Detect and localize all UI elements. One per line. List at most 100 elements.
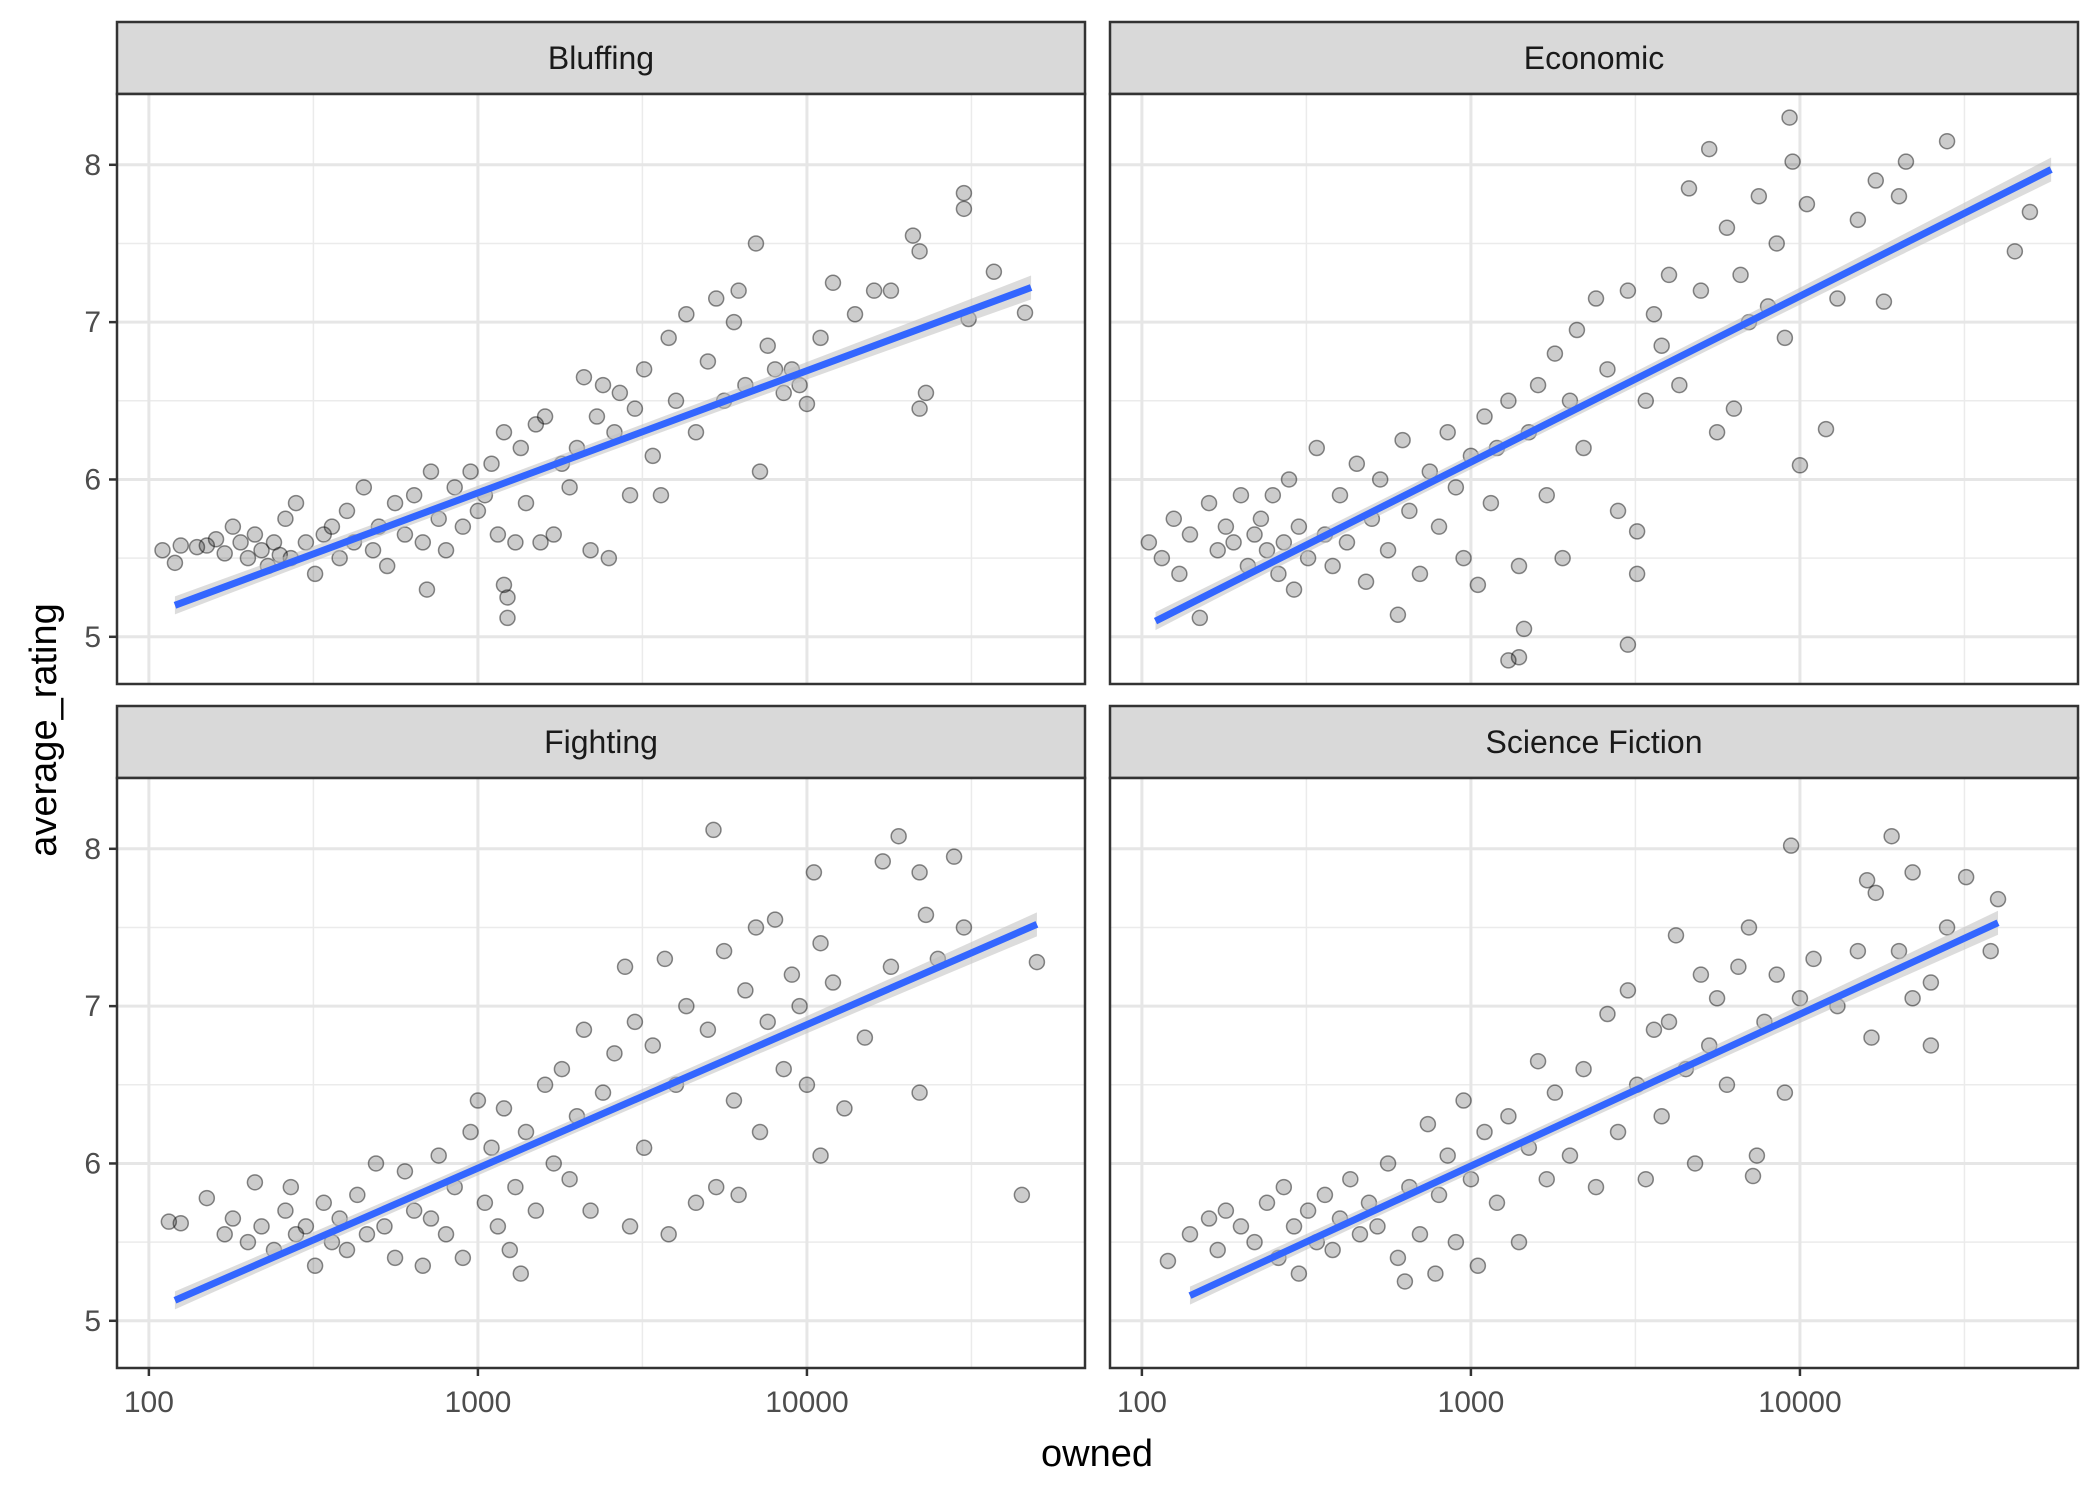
data-point — [2021, 203, 2039, 221]
data-point — [1817, 420, 1835, 438]
data-point — [1538, 486, 1555, 504]
data-point — [1554, 549, 1571, 567]
data-point — [812, 329, 829, 347]
data-point — [315, 526, 333, 543]
data-point — [678, 997, 695, 1015]
data-point — [512, 1265, 530, 1282]
data-point — [418, 581, 436, 598]
data-point — [824, 274, 842, 292]
data-point — [536, 408, 554, 425]
data-point — [172, 537, 190, 554]
data-point — [1989, 890, 2007, 908]
data-point — [160, 1213, 178, 1230]
data-point — [1619, 982, 1637, 999]
data-point — [489, 1218, 507, 1235]
data-point — [644, 447, 662, 465]
facet-strip-label: Fighting — [544, 724, 658, 760]
data-point — [616, 958, 634, 976]
data-point — [172, 1215, 190, 1232]
data-point — [836, 1100, 853, 1117]
data-point — [517, 494, 535, 512]
data-point — [469, 1092, 487, 1109]
data-point — [1686, 1155, 1704, 1172]
data-point — [1316, 1186, 1334, 1204]
data-point — [396, 526, 414, 543]
data-point — [1653, 337, 1670, 354]
data-point — [1619, 636, 1637, 653]
data-point — [495, 1100, 513, 1117]
data-point — [1016, 304, 1034, 321]
data-point — [367, 1155, 385, 1172]
data-point — [846, 306, 864, 323]
plot-background — [1110, 94, 2078, 684]
data-point — [945, 848, 963, 865]
y-tick-label: 7 — [84, 306, 101, 339]
data-point — [1938, 919, 1956, 936]
data-point — [1469, 576, 1487, 594]
data-point — [378, 557, 396, 575]
data-point — [1427, 1265, 1444, 1282]
data-point — [798, 1076, 816, 1094]
data-point — [725, 313, 743, 331]
data-point — [582, 542, 599, 559]
data-point — [759, 337, 776, 354]
data-point — [911, 400, 928, 417]
data-point — [216, 545, 233, 562]
data-point — [635, 361, 653, 378]
data-point — [1140, 534, 1158, 551]
data-point — [1718, 219, 1736, 236]
data-point — [1680, 180, 1698, 197]
data-point — [499, 609, 516, 627]
data-point — [1599, 361, 1616, 378]
data-point — [239, 1233, 257, 1251]
data-point — [1575, 439, 1592, 457]
data-point — [1028, 953, 1046, 971]
data-point — [483, 455, 500, 472]
data-point — [154, 542, 171, 559]
data-point — [1342, 1170, 1359, 1188]
data-point — [527, 416, 545, 433]
data-point — [1637, 1170, 1655, 1188]
data-point — [462, 463, 479, 480]
panel-border — [115, 776, 1087, 1370]
data-point — [1324, 1241, 1341, 1259]
panel-border — [115, 92, 1087, 686]
data-point — [188, 538, 206, 556]
data-point — [414, 1257, 432, 1274]
data-point — [890, 827, 907, 845]
data-point — [791, 997, 808, 1015]
data-point — [856, 1029, 874, 1046]
data-point — [501, 1241, 519, 1259]
x-tick-label: 10000 — [765, 1386, 848, 1419]
y-tick-label: 6 — [84, 1147, 101, 1180]
data-point — [751, 1123, 769, 1141]
data-point — [699, 1021, 717, 1038]
data-point — [1200, 1210, 1218, 1227]
data-point — [1401, 502, 1418, 520]
data-point — [1740, 919, 1758, 936]
data-point — [545, 1155, 562, 1172]
data-point — [775, 1060, 792, 1078]
data-point — [1280, 471, 1298, 488]
data-point — [1171, 565, 1188, 583]
regression-line — [1153, 166, 2053, 625]
data-point — [1781, 109, 1798, 126]
data-point — [1667, 927, 1685, 944]
data-point — [611, 384, 629, 402]
facet-strip — [115, 704, 1087, 780]
data-point — [532, 534, 549, 551]
data-point — [955, 919, 973, 936]
data-point — [1469, 1257, 1487, 1274]
data-point — [1510, 649, 1528, 666]
facet-panel: Bluffing 5 6 7 8 — [84, 20, 1087, 686]
data-point — [386, 1249, 404, 1267]
data-point — [1488, 1194, 1506, 1212]
data-point — [1938, 132, 1956, 150]
data-point — [1645, 306, 1663, 323]
data-point — [699, 353, 717, 370]
data-point — [1628, 523, 1646, 540]
data-point — [1331, 486, 1349, 504]
data-point — [588, 408, 606, 425]
data-point — [1587, 1178, 1605, 1196]
facet-strip-label: Bluffing — [548, 40, 654, 76]
